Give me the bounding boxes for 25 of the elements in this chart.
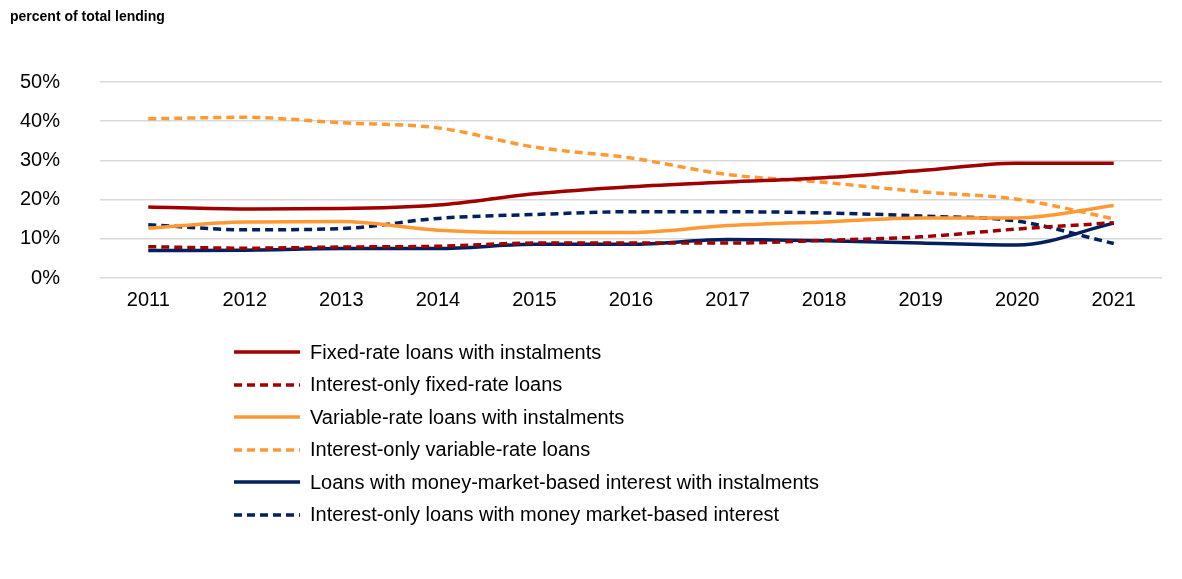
x-tick-label: 2021 xyxy=(1091,287,1136,310)
x-tick-label: 2015 xyxy=(512,287,557,310)
legend-label: Interest-only fixed-rate loans xyxy=(310,373,563,397)
legend-label: Variable-rate loans with instalments xyxy=(310,405,625,429)
y-tick-label: 20% xyxy=(19,187,61,210)
x-tick-label: 2020 xyxy=(994,287,1040,310)
legend-label: Fixed-rate loans with instalments xyxy=(310,340,602,364)
x-tick-label: 2016 xyxy=(608,287,654,310)
y-tick-label: 50% xyxy=(19,69,61,92)
legend-label: Loans with money-market-based interest with instalments xyxy=(310,470,820,494)
y-tick-label: 0% xyxy=(31,265,61,288)
legend-label: Interest-only variable-rate loans xyxy=(310,438,591,462)
x-tick-label: 2014 xyxy=(415,287,461,310)
y-tick-label: 40% xyxy=(19,108,61,131)
x-tick-label: 2017 xyxy=(705,287,750,310)
y-tick-label: 10% xyxy=(19,226,61,249)
legend-label: Interest-only loans with money market-based interest xyxy=(310,503,780,527)
line-series xyxy=(146,161,1116,211)
x-tick-label: 2012 xyxy=(222,287,268,310)
y-tick-label: 30% xyxy=(19,147,61,170)
x-tick-label: 2011 xyxy=(126,287,170,310)
x-tick-label: 2018 xyxy=(801,287,847,310)
y-axis-title: percent of total lending xyxy=(10,8,165,24)
x-tick-label: 2019 xyxy=(898,287,943,310)
x-tick-label: 2013 xyxy=(319,287,364,310)
